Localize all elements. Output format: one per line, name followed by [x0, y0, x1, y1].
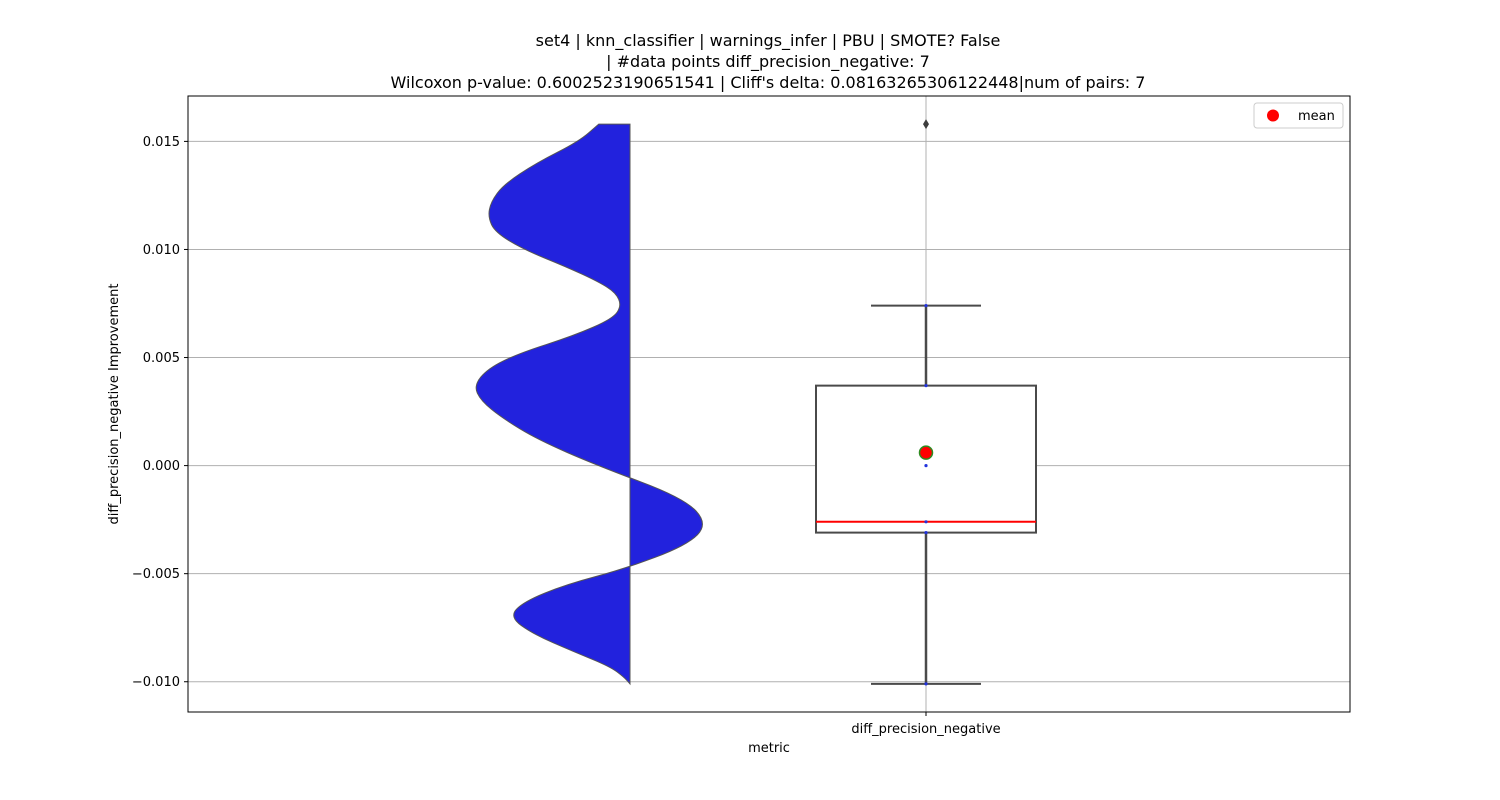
- plot-frame: [187, 95, 1351, 713]
- x-axis-label: metric: [748, 741, 790, 756]
- chart-title-line-2: | #data points diff_precision_negative: …: [606, 52, 930, 72]
- chart-title-line-3: Wilcoxon p-value: 0.6002523190651541 | C…: [391, 73, 1146, 92]
- legend-frame: [1253, 102, 1344, 129]
- data-point: [924, 304, 928, 308]
- x-tick-label: diff_precision_negative: [851, 722, 1000, 737]
- grid: [188, 96, 1350, 712]
- y-axis-label: diff_precision_negative Improvement: [107, 284, 122, 525]
- mean-marker: [918, 445, 934, 460]
- data-point: [924, 531, 928, 535]
- y-tick-label: 0.005: [143, 351, 180, 366]
- y-tick-label: 0.015: [143, 135, 180, 150]
- legend-label-mean: mean: [1298, 109, 1335, 124]
- data-point: [924, 682, 928, 686]
- y-tick-label: −0.005: [132, 567, 180, 582]
- x-axis-ticks: diff_precision_negative: [851, 712, 1001, 737]
- data-point: [924, 384, 928, 388]
- violin-body: [475, 123, 703, 686]
- legend-marker-mean: [1267, 109, 1279, 122]
- y-tick-label: 0.000: [143, 459, 180, 474]
- box-plot: [815, 119, 1037, 686]
- data-point: [924, 520, 928, 524]
- y-tick-label: −0.010: [132, 675, 180, 690]
- legend: mean: [1253, 102, 1344, 129]
- chart-title-line-1: set4 | knn_classifier | warnings_infer |…: [536, 31, 1001, 51]
- violin: [475, 123, 703, 686]
- y-axis-ticks: 0.015 0.010 0.005 0.000 −0.005 −0.010: [132, 135, 188, 690]
- data-point: [924, 464, 928, 468]
- y-tick-label: 0.010: [143, 243, 180, 258]
- outlier-marker: [923, 119, 929, 130]
